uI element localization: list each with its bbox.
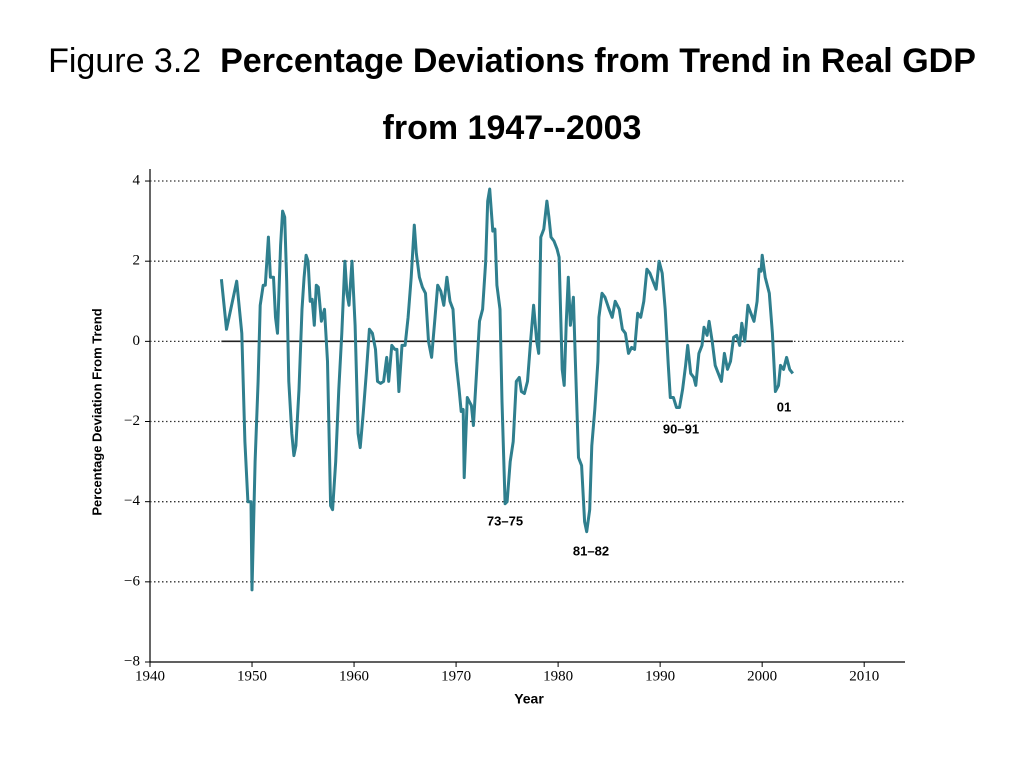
y-tick-label: −6 xyxy=(124,573,140,589)
x-tick-label: 1970 xyxy=(441,668,471,684)
y-tick-label: 2 xyxy=(133,253,141,269)
x-tick-label: 1940 xyxy=(135,668,165,684)
y-tick-label: 0 xyxy=(133,333,141,349)
y-tick-label: −8 xyxy=(124,653,140,669)
annotation: 01 xyxy=(777,399,791,414)
y-tick-label: −4 xyxy=(124,493,140,509)
x-tick-label: 1950 xyxy=(237,668,267,684)
chart-title: Percentage Deviations from Trend in Real… xyxy=(220,42,976,147)
x-axis-title: Year xyxy=(514,691,544,707)
x-tick-label: 1960 xyxy=(339,668,369,684)
x-tick-label: 2000 xyxy=(747,668,777,684)
x-tick-label: 2010 xyxy=(849,668,879,684)
data-line xyxy=(219,187,794,592)
x-tick-label: 1990 xyxy=(645,668,675,684)
annotation: 90–91 xyxy=(663,421,699,436)
x-tick-label: 1980 xyxy=(543,668,573,684)
y-axis-title: Percentage Deviation From Trend xyxy=(89,308,104,515)
annotation: 73–75 xyxy=(487,513,523,528)
title-block: Figure 3.2 Percentage Deviations from Tr… xyxy=(40,28,984,162)
annotation: 81–82 xyxy=(573,543,609,558)
y-tick-label: 4 xyxy=(133,172,141,188)
y-tick-label: −2 xyxy=(124,413,140,429)
title-prefix: Figure 3.2 xyxy=(48,42,202,80)
